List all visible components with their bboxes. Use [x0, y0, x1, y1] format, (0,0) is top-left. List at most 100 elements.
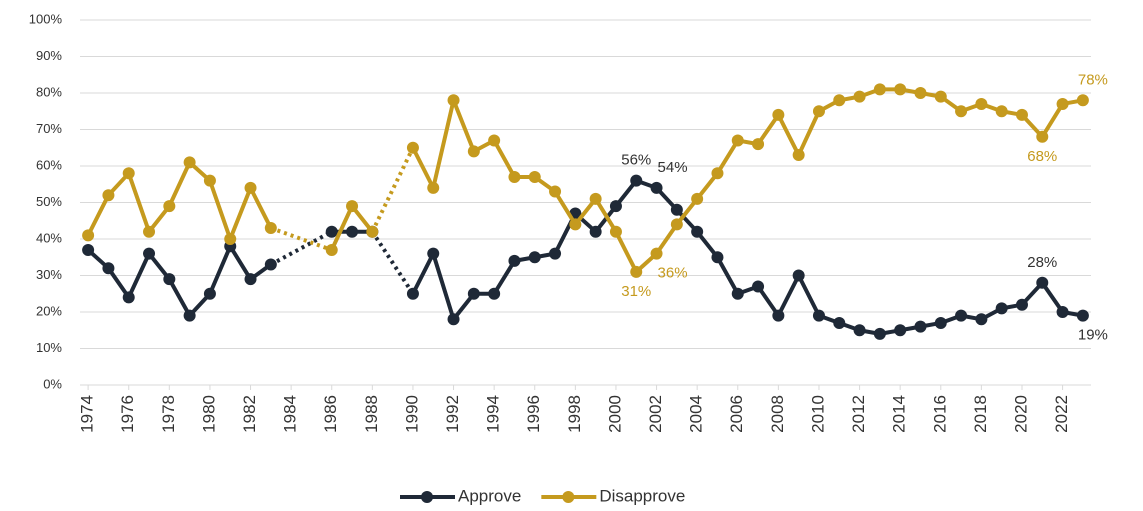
point	[833, 94, 846, 107]
point	[812, 309, 825, 322]
x-tick-label: 2018	[971, 395, 990, 433]
point	[609, 225, 622, 238]
point	[670, 203, 683, 216]
x-tick-label: 2010	[808, 395, 827, 433]
point	[995, 105, 1008, 118]
y-tick-label: 30%	[36, 267, 62, 282]
x-tick-label: 1976	[118, 395, 137, 433]
series-line	[411, 178, 1084, 336]
point	[508, 254, 521, 267]
point	[853, 90, 866, 103]
point	[934, 90, 947, 103]
x-tick-label: 2006	[727, 395, 746, 433]
x-tick-label: 1986	[321, 395, 340, 433]
point	[183, 156, 196, 169]
x-tick-label: 2014	[890, 395, 909, 433]
point	[508, 170, 521, 183]
point	[934, 316, 947, 329]
point	[366, 225, 379, 238]
y-tick-label: 70%	[36, 121, 62, 136]
point	[244, 273, 257, 286]
point	[427, 247, 440, 260]
point	[995, 302, 1008, 315]
x-tick-label: 2012	[849, 395, 868, 433]
point	[102, 262, 115, 275]
point	[467, 287, 480, 300]
data-label: 56%	[621, 152, 651, 169]
point	[752, 138, 765, 151]
point	[955, 309, 968, 322]
point	[224, 233, 237, 245]
point	[711, 167, 724, 180]
point	[203, 174, 216, 187]
point	[731, 287, 744, 300]
data-label: 78%	[1078, 71, 1108, 88]
point	[264, 258, 277, 271]
legend-label: Disapprove	[599, 486, 685, 505]
point	[528, 170, 541, 183]
legend-marker	[562, 491, 575, 503]
data-label: 68%	[1027, 148, 1057, 165]
series-line	[86, 244, 272, 318]
point	[143, 247, 156, 260]
point	[528, 251, 541, 264]
x-tick-label: 1992	[443, 395, 462, 433]
point	[833, 316, 846, 329]
point	[549, 185, 562, 198]
x-tick-label: 2004	[687, 395, 706, 433]
point	[325, 225, 338, 238]
x-tick-label: 1994	[484, 395, 503, 433]
data-label: 36%	[658, 265, 688, 282]
point	[650, 247, 663, 260]
gap-bridge	[269, 229, 333, 267]
point	[143, 225, 156, 238]
point	[630, 174, 643, 187]
x-tick-label: 1974	[78, 395, 97, 433]
x-tick-label: 1998	[565, 395, 584, 433]
point	[488, 134, 501, 147]
x-tick-label: 1978	[159, 395, 178, 433]
point	[467, 145, 480, 158]
point	[406, 287, 419, 300]
y-tick-label: 50%	[36, 194, 62, 209]
point	[203, 287, 216, 300]
y-tick-label: 90%	[36, 48, 62, 63]
x-tick-label: 2008	[768, 395, 787, 433]
point	[1015, 108, 1028, 121]
point	[691, 192, 704, 205]
point	[122, 167, 135, 180]
point	[630, 265, 643, 278]
x-tick-label: 2020	[1011, 395, 1030, 433]
point	[447, 313, 460, 326]
point	[731, 134, 744, 147]
data-label: 19%	[1078, 327, 1108, 344]
point	[812, 105, 825, 118]
point	[609, 200, 622, 213]
point	[82, 243, 95, 256]
series-line	[411, 87, 1084, 274]
y-tick-label: 10%	[36, 340, 62, 355]
point	[975, 313, 988, 326]
point	[549, 247, 562, 260]
point	[163, 273, 176, 286]
point	[1056, 97, 1069, 110]
y-tick-label: 40%	[36, 230, 62, 245]
point	[102, 189, 115, 202]
point	[894, 83, 907, 96]
point	[264, 222, 277, 235]
point	[406, 141, 419, 154]
point	[183, 309, 196, 322]
point	[244, 181, 257, 194]
point	[873, 327, 886, 340]
gap-bridge	[370, 230, 415, 295]
point	[1076, 94, 1089, 107]
point	[569, 218, 582, 231]
y-tick-label: 0%	[43, 376, 62, 391]
x-tick-label: 1980	[199, 395, 218, 433]
x-tick-label: 2022	[1052, 395, 1071, 433]
y-tick-label: 60%	[36, 157, 62, 172]
point	[346, 225, 359, 238]
x-tick-label: 1984	[281, 395, 300, 433]
point	[122, 291, 135, 304]
